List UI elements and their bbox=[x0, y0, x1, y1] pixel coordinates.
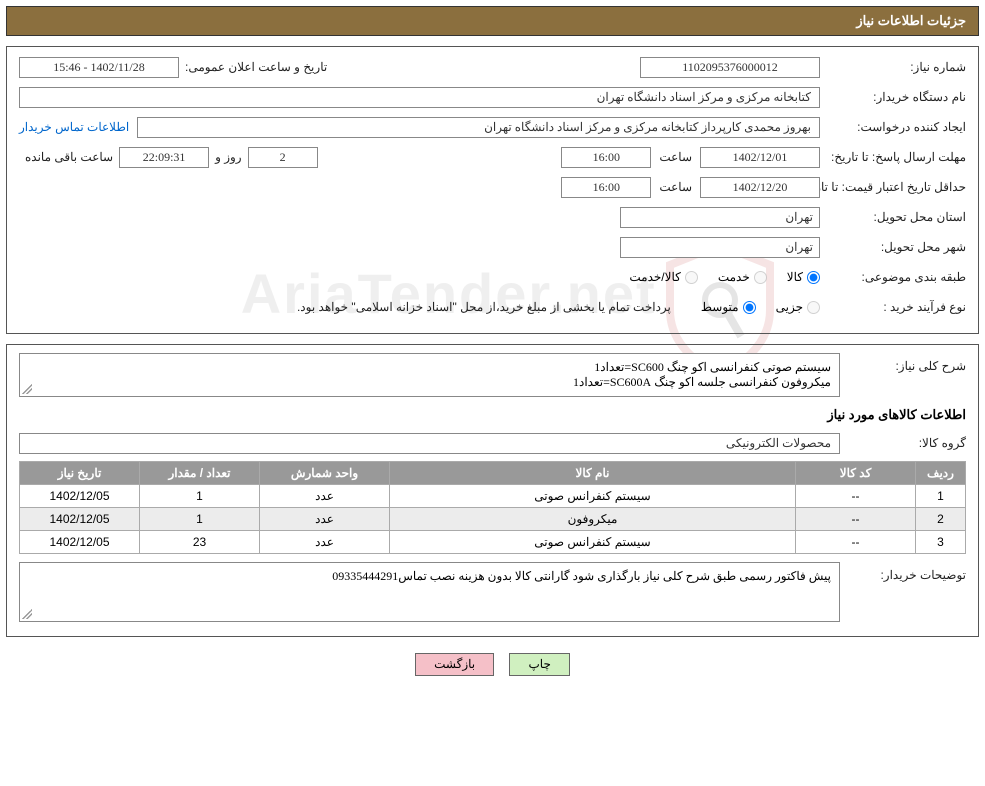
reply-time: 16:00 bbox=[561, 147, 651, 168]
announce-label: تاریخ و ساعت اعلان عمومی: bbox=[185, 60, 327, 74]
time-label-2: ساعت bbox=[659, 180, 692, 194]
items-table: ردیف کد کالا نام کالا واحد شمارش تعداد /… bbox=[19, 461, 966, 554]
table-row: 3--سیستم کنفرانس صوتیعدد231402/12/05 bbox=[20, 531, 966, 554]
table-row: 2--میکروفونعدد11402/12/05 bbox=[20, 508, 966, 531]
table-row: 1--سیستم کنفرانس صوتیعدد11402/12/05 bbox=[20, 485, 966, 508]
button-row: چاپ بازگشت bbox=[6, 653, 979, 696]
cell-date: 1402/12/05 bbox=[20, 531, 140, 554]
reply-deadline-label: مهلت ارسال پاسخ: تا تاریخ: bbox=[826, 150, 966, 164]
info-panel: شماره نیاز: 1102095376000012 تاریخ و ساع… bbox=[6, 46, 979, 334]
th-code: کد کالا bbox=[796, 462, 916, 485]
cell-qty: 23 bbox=[140, 531, 260, 554]
group-value: محصولات الکترونیکی bbox=[19, 433, 840, 454]
process-label: نوع فرآیند خرید : bbox=[826, 300, 966, 314]
radio-goods-input[interactable] bbox=[807, 271, 820, 284]
th-row: ردیف bbox=[916, 462, 966, 485]
buyer-notes-text: پیش فاکتور رسمی طبق شرح کلی نیاز بارگذار… bbox=[332, 569, 831, 583]
back-button[interactable]: بازگشت bbox=[415, 653, 494, 676]
th-unit: واحد شمارش bbox=[260, 462, 390, 485]
desc-line2: میکروفون کنفرانسی جلسه اکو چنگ SC600A=تع… bbox=[28, 375, 831, 390]
radio-partial-input[interactable] bbox=[807, 301, 820, 314]
province-label: استان محل تحویل: bbox=[826, 210, 966, 224]
radio-goods[interactable]: کالا bbox=[787, 270, 820, 284]
print-button[interactable]: چاپ bbox=[509, 653, 569, 676]
buyer-org-value: کتابخانه مرکزی و مرکز اسناد دانشگاه تهرا… bbox=[19, 87, 820, 108]
cell-code: -- bbox=[796, 508, 916, 531]
cell-date: 1402/12/05 bbox=[20, 508, 140, 531]
desc-label: شرح کلی نیاز: bbox=[846, 353, 966, 373]
cell-qty: 1 bbox=[140, 485, 260, 508]
cell-row: 2 bbox=[916, 508, 966, 531]
validity-date: 1402/12/20 bbox=[700, 177, 820, 198]
buyer-notes-label: توضیحات خریدار: bbox=[846, 562, 966, 582]
radio-medium-input[interactable] bbox=[743, 301, 756, 314]
items-section-title: اطلاعات کالاهای مورد نیاز bbox=[19, 407, 966, 423]
validity-label: حداقل تاریخ اعتبار قیمت: تا تاریخ: bbox=[826, 180, 966, 194]
buyer-org-label: نام دستگاه خریدار: bbox=[826, 90, 966, 104]
cell-code: -- bbox=[796, 531, 916, 554]
days-remaining: 2 bbox=[248, 147, 318, 168]
radio-medium[interactable]: متوسط bbox=[701, 300, 756, 314]
days-and-label: روز و bbox=[215, 150, 242, 164]
th-qty: تعداد / مقدار bbox=[140, 462, 260, 485]
cell-name: میکروفون bbox=[390, 508, 796, 531]
radio-service-input[interactable] bbox=[754, 271, 767, 284]
countdown-value: 22:09:31 bbox=[119, 147, 209, 168]
cell-qty: 1 bbox=[140, 508, 260, 531]
radio-partial[interactable]: جزیی bbox=[776, 300, 820, 314]
need-no-label: شماره نیاز: bbox=[826, 60, 966, 74]
remaining-label: ساعت باقی مانده bbox=[25, 150, 113, 164]
time-label-1: ساعت bbox=[659, 150, 692, 164]
contact-link[interactable]: اطلاعات تماس خریدار bbox=[19, 120, 129, 134]
desc-textarea: سیستم صوتی کنفرانسی اکو چنگ SC600=تعداد1… bbox=[19, 353, 840, 397]
cell-unit: عدد bbox=[260, 485, 390, 508]
cell-name: سیستم کنفرانس صوتی bbox=[390, 531, 796, 554]
page-header: جزئیات اطلاعات نیاز bbox=[6, 6, 979, 36]
need-no-value: 1102095376000012 bbox=[640, 57, 820, 78]
need-panel: شرح کلی نیاز: سیستم صوتی کنفرانسی اکو چن… bbox=[6, 344, 979, 637]
announce-value: 1402/11/28 - 15:46 bbox=[19, 57, 179, 78]
radio-goods-service[interactable]: کالا/خدمت bbox=[629, 270, 697, 284]
th-date: تاریخ نیاز bbox=[20, 462, 140, 485]
table-header-row: ردیف کد کالا نام کالا واحد شمارش تعداد /… bbox=[20, 462, 966, 485]
process-note: پرداخت تمام یا بخشی از مبلغ خرید،از محل … bbox=[297, 300, 671, 314]
reply-date: 1402/12/01 bbox=[700, 147, 820, 168]
desc-line1: سیستم صوتی کنفرانسی اکو چنگ SC600=تعداد1 bbox=[28, 360, 831, 375]
cell-unit: عدد bbox=[260, 508, 390, 531]
cell-row: 3 bbox=[916, 531, 966, 554]
buyer-notes-textarea: پیش فاکتور رسمی طبق شرح کلی نیاز بارگذار… bbox=[19, 562, 840, 622]
page-title: جزئیات اطلاعات نیاز bbox=[856, 13, 966, 28]
group-label: گروه کالا: bbox=[846, 436, 966, 450]
cell-row: 1 bbox=[916, 485, 966, 508]
validity-time: 16:00 bbox=[561, 177, 651, 198]
requester-label: ایجاد کننده درخواست: bbox=[826, 120, 966, 134]
requester-value: بهروز محمدی کارپرداز کتابخانه مرکزی و مر… bbox=[137, 117, 820, 138]
cell-code: -- bbox=[796, 485, 916, 508]
radio-goods-service-input[interactable] bbox=[685, 271, 698, 284]
city-label: شهر محل تحویل: bbox=[826, 240, 966, 254]
cell-date: 1402/12/05 bbox=[20, 485, 140, 508]
category-label: طبقه بندی موضوعی: bbox=[826, 270, 966, 284]
cell-name: سیستم کنفرانس صوتی bbox=[390, 485, 796, 508]
city-value: تهران bbox=[620, 237, 820, 258]
radio-service[interactable]: خدمت bbox=[718, 270, 767, 284]
th-name: نام کالا bbox=[390, 462, 796, 485]
province-value: تهران bbox=[620, 207, 820, 228]
cell-unit: عدد bbox=[260, 531, 390, 554]
